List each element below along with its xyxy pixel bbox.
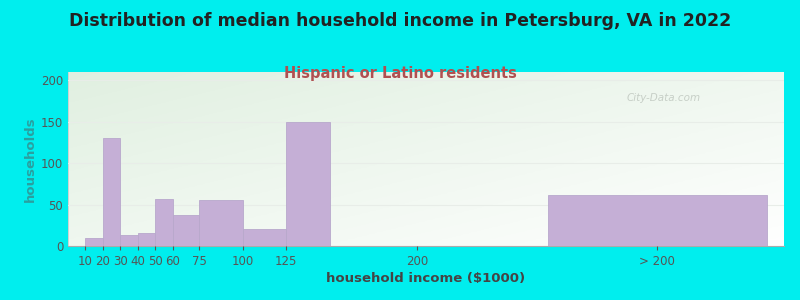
Bar	[548, 195, 766, 246]
Text: Hispanic or Latino residents: Hispanic or Latino residents	[283, 66, 517, 81]
Bar	[199, 200, 242, 246]
Text: Distribution of median household income in Petersburg, VA in 2022: Distribution of median household income …	[69, 12, 731, 30]
Y-axis label: households: households	[24, 116, 37, 202]
Bar	[286, 122, 330, 246]
X-axis label: household income ($1000): household income ($1000)	[326, 272, 526, 285]
Bar	[138, 233, 155, 246]
Bar	[242, 230, 286, 246]
Bar	[155, 199, 173, 246]
Bar	[86, 238, 103, 246]
Bar	[103, 138, 120, 246]
Bar	[173, 214, 199, 246]
Text: City-Data.com: City-Data.com	[626, 93, 701, 103]
Bar	[120, 235, 138, 246]
